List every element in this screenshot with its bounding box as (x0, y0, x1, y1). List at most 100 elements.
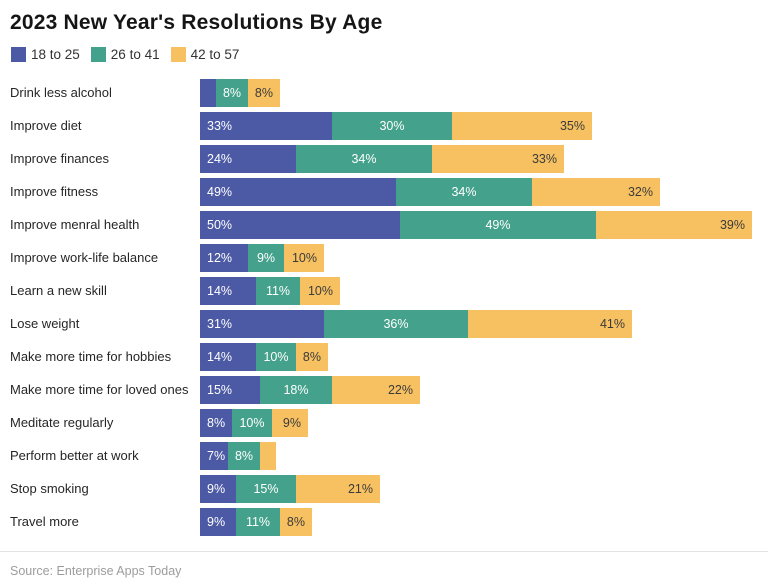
legend-item-42-to-57: 42 to 57 (170, 47, 239, 62)
stacked-bar: 9% 11% 8% (200, 507, 312, 536)
bar-segment (260, 441, 276, 470)
bar-value-label: 34% (351, 151, 377, 166)
bar-segment: 12% (200, 243, 248, 272)
bar-segment: 8% (296, 342, 328, 371)
chart-row: Stop smoking 9% 15% 21% (0, 472, 768, 505)
chart-row: Make more time for loved ones 15% 18% 22% (0, 373, 768, 406)
bar-value-label: 10% (263, 349, 289, 364)
chart-row: Improve work-life balance 12% 9% 10% (0, 241, 768, 274)
bar-value-label: 8% (302, 349, 321, 364)
bar-segment: 8% (216, 78, 248, 107)
bar-segment: 21% (296, 474, 380, 503)
bar-value-label: 15% (207, 382, 233, 397)
bar-segment: 9% (272, 408, 308, 437)
bar-segment: 30% (332, 111, 452, 140)
bar-segment: 39% (596, 210, 752, 239)
bar-value-label: 49% (207, 184, 233, 199)
bar-segment: 9% (200, 507, 236, 536)
bar-segment: 22% (332, 375, 420, 404)
category-label: Improve fitness (10, 184, 99, 199)
bar-segment: 10% (232, 408, 272, 437)
bar-value-label: 41% (599, 316, 625, 331)
bar-value-label: 8% (286, 514, 305, 529)
legend-label: 18 to 25 (31, 47, 80, 62)
bar-segment: 49% (400, 210, 596, 239)
source-text: Source: Enterprise Apps Today (10, 564, 182, 578)
bar-segment: 7% (200, 441, 228, 470)
bar-value-label: 8% (222, 85, 242, 100)
chart-row: Perform better at work 7% 8% (0, 439, 768, 472)
chart-row: Drink less alcohol 8% 8% (0, 76, 768, 109)
bar-value-label: 14% (207, 283, 233, 298)
bar-segment: 31% (200, 309, 324, 338)
bar-value-label: 24% (207, 151, 233, 166)
bar-segment: 11% (256, 276, 300, 305)
chart-row: Improve menral health 50% 49% 39% (0, 208, 768, 241)
bar-value-label: 33% (531, 151, 557, 166)
chart-row: Improve fitness 49% 34% 32% (0, 175, 768, 208)
chart-row: Improve diet 33% 30% 35% (0, 109, 768, 142)
legend-item-26-to-41: 26 to 41 (90, 47, 160, 62)
category-label: Drink less alcohol (10, 85, 112, 100)
bar-segment: 15% (236, 474, 296, 503)
legend-item-18-to-25: 18 to 25 (11, 47, 80, 62)
stacked-bar: 9% 15% 21% (200, 474, 380, 503)
bar-value-label: 12% (207, 250, 233, 265)
bar-segment: 49% (200, 177, 396, 206)
chart-rows: Drink less alcohol 8% 8% Improve diet 33% 30%… (0, 76, 768, 538)
bar-value-label: 11% (245, 514, 271, 529)
bar-value-label: 49% (485, 217, 511, 232)
chart-row: Learn a new skill 14% 11% 10% (0, 274, 768, 307)
stacked-bar: 50% 49% 39% (200, 210, 752, 239)
bar-segment: 10% (284, 243, 324, 272)
bar-segment: 24% (200, 144, 296, 173)
bar-value-label: 11% (265, 283, 291, 298)
category-label: Perform better at work (10, 448, 139, 463)
category-label: Stop smoking (10, 481, 89, 496)
bar-value-label: 32% (627, 184, 653, 199)
category-label: Improve menral health (10, 217, 140, 232)
bar-segment: 50% (200, 210, 400, 239)
category-label: Make more time for loved ones (10, 382, 189, 397)
bar-value-label: 9% (282, 415, 301, 430)
bar-segment: 8% (248, 78, 280, 107)
bar-segment: 34% (296, 144, 432, 173)
bar-segment: 34% (396, 177, 532, 206)
category-label: Travel more (10, 514, 79, 529)
stacked-bar: 24% 34% 33% (200, 144, 564, 173)
bar-segment: 10% (256, 342, 296, 371)
stacked-bar: 49% 34% 32% (200, 177, 660, 206)
chart-row: Improve finances 24% 34% 33% (0, 142, 768, 175)
stacked-bar: 14% 11% 10% (200, 276, 340, 305)
chart-row: Travel more 9% 11% 8% (0, 505, 768, 538)
bar-segment: 33% (200, 111, 332, 140)
bar-value-label: 9% (256, 250, 276, 265)
legend-swatch-yellow (170, 47, 186, 62)
bar-value-label: 9% (207, 481, 226, 496)
legend: 18 to 25 26 to 41 42 to 57 (11, 47, 758, 62)
bar-value-label: 18% (283, 382, 309, 397)
bar-segment: 35% (452, 111, 592, 140)
bar-segment: 41% (468, 309, 632, 338)
bar-value-label: 8% (207, 415, 226, 430)
bar-value-label: 9% (207, 514, 226, 529)
category-label: Improve finances (10, 151, 109, 166)
stacked-bar: 33% 30% 35% (200, 111, 592, 140)
bar-value-label: 50% (207, 217, 233, 232)
bar-value-label: 7% (207, 448, 226, 463)
chart-row: Make more time for hobbies 14% 10% 8% (0, 340, 768, 373)
chart-title: 2023 New Year's Resolutions By Age (10, 11, 383, 34)
bar-segment: 11% (236, 507, 280, 536)
bar-segment: 36% (324, 309, 468, 338)
bar-segment: 15% (200, 375, 260, 404)
bar-segment: 9% (248, 243, 284, 272)
bar-segment: 14% (200, 342, 256, 371)
category-label: Meditate regularly (10, 415, 114, 430)
legend-label: 26 to 41 (110, 47, 160, 62)
category-label: Improve diet (10, 118, 82, 133)
bar-segment: 8% (228, 441, 260, 470)
bar-value-label: 14% (207, 349, 233, 364)
bar-value-label: 15% (253, 481, 279, 496)
legend-swatch-blue (11, 47, 26, 62)
